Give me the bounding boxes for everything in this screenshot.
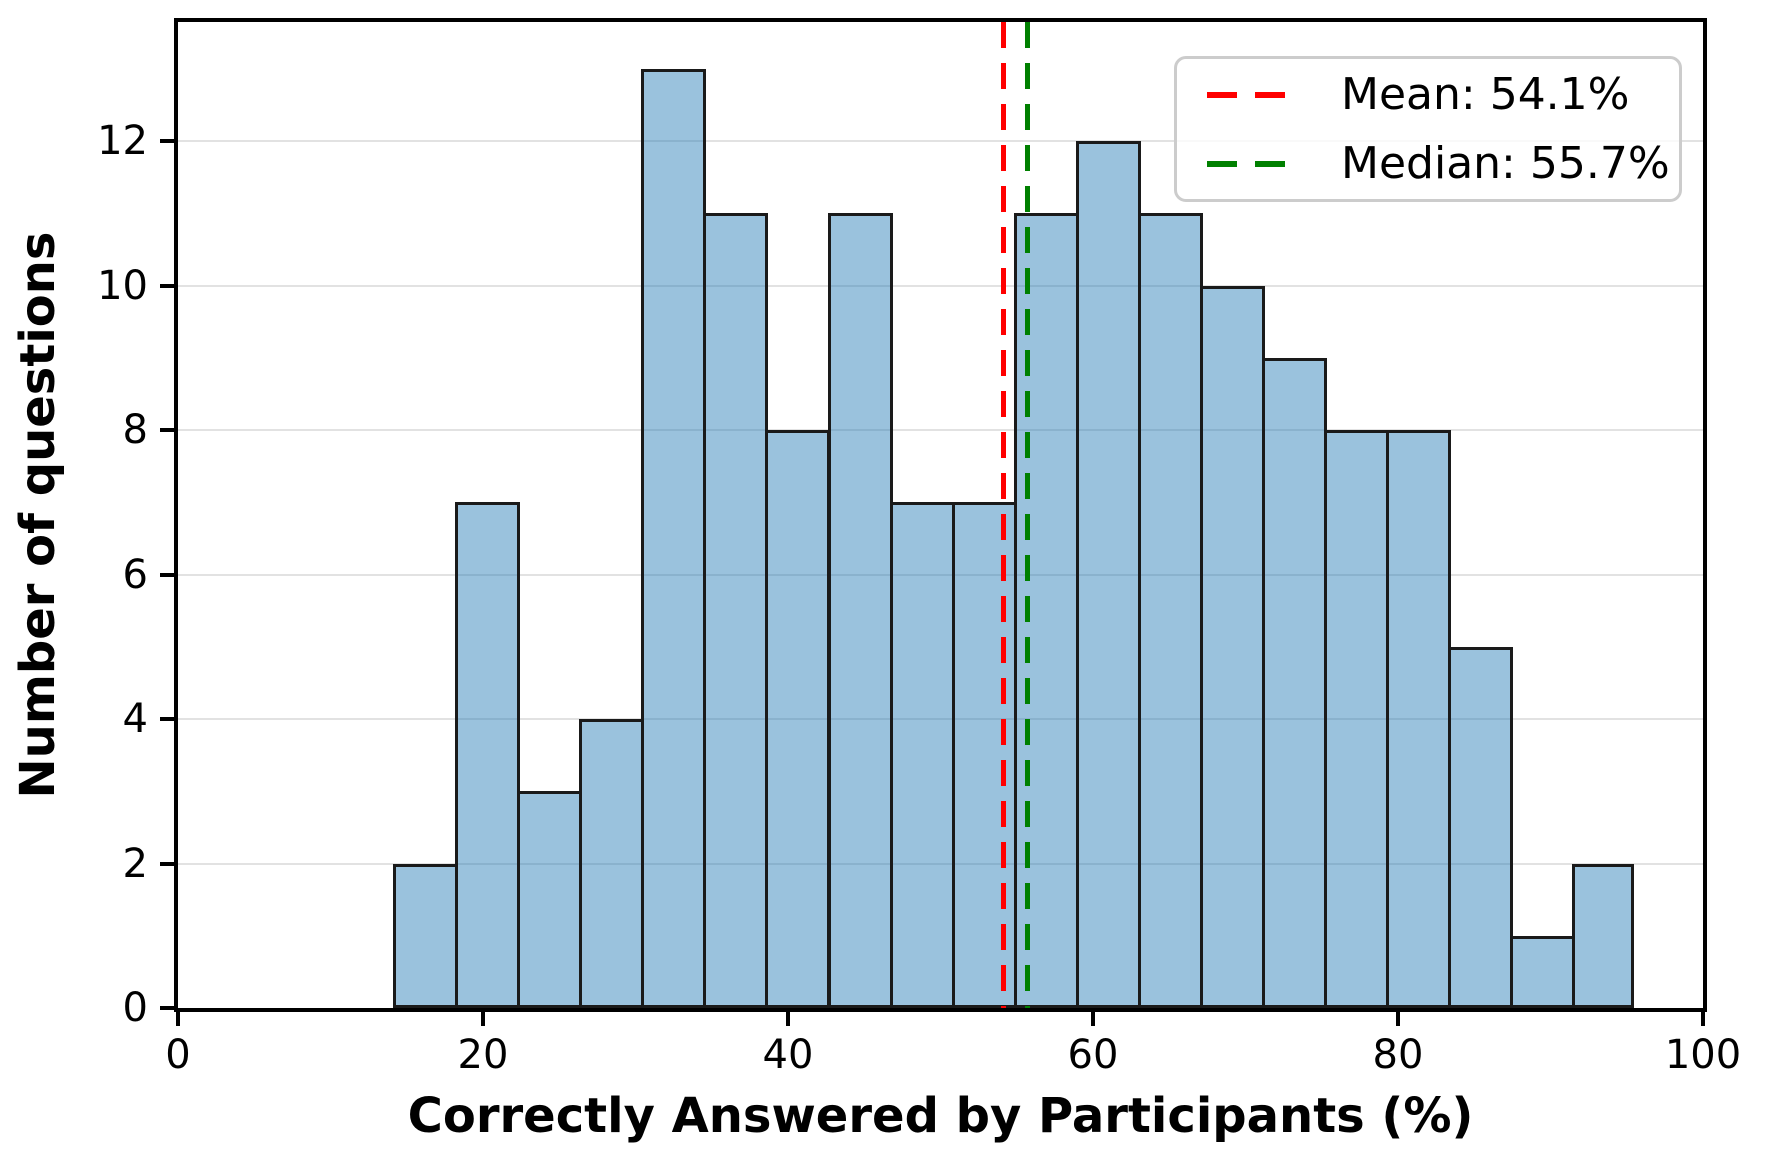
histogram-bar <box>703 213 769 1008</box>
histogram-bar <box>1199 285 1265 1008</box>
median-dash-swatch <box>1207 160 1303 167</box>
mean-line <box>1000 22 1006 1008</box>
y-tick-label: 10 <box>97 262 148 309</box>
histogram-bar <box>827 213 893 1008</box>
histogram-bar <box>1386 430 1452 1008</box>
x-tick-0 <box>176 1012 180 1026</box>
plot-area: 0 20 40 60 80 100 0 2 4 6 8 10 12 Mean: 54.1% Median… <box>10 18 1741 1144</box>
x-tick-20 <box>481 1012 485 1026</box>
y-tick-label: 8 <box>122 407 148 454</box>
legend-row-mean: Mean: 54.1% <box>1207 69 1649 120</box>
x-tick-label: 40 <box>762 1032 814 1078</box>
gridline-y-12 <box>178 140 1703 143</box>
histogram-bar <box>951 502 1017 1008</box>
legend-label-median: Median: 55.7% <box>1341 138 1670 189</box>
y-tick-0 <box>160 1006 174 1010</box>
histogram-bar <box>641 69 707 1008</box>
x-tick-40 <box>786 1012 790 1026</box>
median-line <box>1024 22 1030 1008</box>
histogram-bar <box>393 863 459 1008</box>
histogram-bar <box>1324 430 1390 1008</box>
histogram-bar <box>1137 213 1203 1008</box>
y-tick-label: 6 <box>122 551 148 598</box>
legend-row-median: Median: 55.7% <box>1207 138 1670 189</box>
y-tick-label: 12 <box>97 118 148 165</box>
x-tick-label: 20 <box>457 1032 509 1078</box>
x-tick-label: 80 <box>1372 1032 1424 1078</box>
legend-label-mean: Mean: 54.1% <box>1341 69 1630 120</box>
y-tick-10 <box>160 283 174 288</box>
histogram-bar <box>1448 646 1514 1008</box>
x-tick-60 <box>1091 1012 1095 1026</box>
y-tick-label: 4 <box>122 696 148 743</box>
histogram-bar <box>579 719 645 1008</box>
x-tick-100 <box>1701 1012 1705 1026</box>
histogram-bar <box>1510 935 1576 1008</box>
y-axis-label: Number of questions <box>10 231 66 799</box>
histogram-bar <box>889 502 955 1008</box>
gridline-y-10 <box>178 284 1703 287</box>
y-tick-12 <box>160 139 174 144</box>
gridline-y-2 <box>178 862 1703 865</box>
x-tick-label: 100 <box>1664 1032 1742 1078</box>
y-tick-2 <box>160 861 174 866</box>
histogram-bar <box>517 791 583 1008</box>
histogram-bar <box>1572 863 1635 1008</box>
gridline-y-8 <box>178 429 1703 432</box>
y-tick-8 <box>160 428 174 433</box>
histogram-bar <box>765 430 831 1008</box>
histogram-bar <box>455 502 521 1008</box>
legend: Mean: 54.1% Median: 55.7% <box>1174 56 1682 202</box>
y-tick-label: 2 <box>122 840 148 887</box>
x-axis-label: Correctly Answered by Participants (%) <box>407 1088 1474 1144</box>
y-tick-label: 0 <box>122 985 148 1031</box>
mean-dash-swatch <box>1207 91 1303 98</box>
gridline-y-4 <box>178 718 1703 721</box>
y-tick-4 <box>160 717 174 722</box>
histogram-bar <box>1075 141 1141 1008</box>
x-tick-80 <box>1396 1012 1400 1026</box>
histogram-bar <box>1013 213 1079 1008</box>
histogram-bar <box>1262 357 1328 1008</box>
x-tick-label: 60 <box>1067 1032 1119 1078</box>
y-tick-6 <box>160 572 174 577</box>
x-tick-label: 0 <box>165 1032 191 1078</box>
gridline-y-6 <box>178 573 1703 576</box>
